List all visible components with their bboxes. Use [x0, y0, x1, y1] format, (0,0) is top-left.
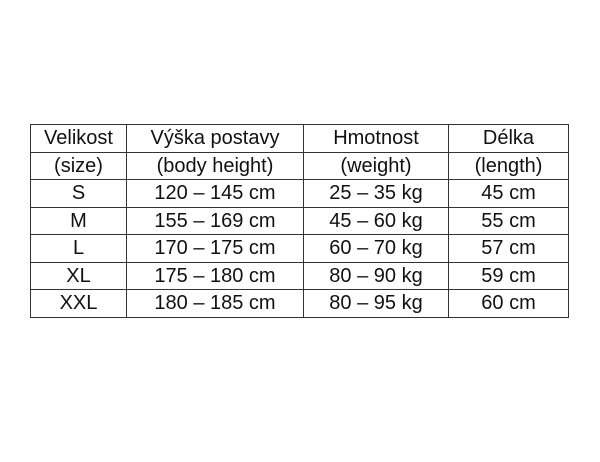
cell-length: 55 cm	[448, 206, 569, 235]
cell-body-height: 170 – 175 cm	[126, 234, 304, 263]
cell-weight: 80 – 90 kg	[303, 261, 449, 290]
header-cell-size: Velikost	[30, 124, 127, 153]
table-row: L 170 – 175 cm 60 – 70 kg 57 cm	[30, 234, 569, 263]
cell-size: XL	[30, 261, 127, 290]
cell-weight: 60 – 70 kg	[303, 234, 449, 263]
header-cell-weight: (weight)	[303, 151, 449, 180]
cell-body-height: 180 – 185 cm	[126, 289, 304, 318]
size-chart-table: Velikost Výška postavy Hmotnost Délka (size)…	[30, 124, 569, 318]
cell-weight: 80 – 95 kg	[303, 289, 449, 318]
cell-body-height: 155 – 169 cm	[126, 206, 304, 235]
table-row: XL 175 – 180 cm 80 – 90 kg 59 cm	[30, 261, 569, 290]
cell-body-height: 175 – 180 cm	[126, 261, 304, 290]
cell-size: XXL	[30, 289, 127, 318]
table-row: M 155 – 169 cm 45 – 60 kg 55 cm	[30, 206, 569, 235]
cell-length: 45 cm	[448, 179, 569, 208]
header-cell-body-height: Výška postavy	[126, 124, 304, 153]
header-cell-weight: Hmotnost	[303, 124, 449, 153]
table-row: S 120 – 145 cm 25 – 35 kg 45 cm	[30, 179, 569, 208]
cell-size: L	[30, 234, 127, 263]
header-row: (size) (body height) (weight) (length)	[30, 151, 569, 180]
cell-size: M	[30, 206, 127, 235]
cell-size: S	[30, 179, 127, 208]
header-cell-body-height: (body height)	[126, 151, 304, 180]
header-cell-length: Délka	[448, 124, 569, 153]
table-row: XXL 180 – 185 cm 80 – 95 kg 60 cm	[30, 289, 569, 318]
header-cell-size: (size)	[30, 151, 127, 180]
cell-weight: 45 – 60 kg	[303, 206, 449, 235]
cell-body-height: 120 – 145 cm	[126, 179, 304, 208]
cell-weight: 25 – 35 kg	[303, 179, 449, 208]
cell-length: 59 cm	[448, 261, 569, 290]
header-cell-length: (length)	[448, 151, 569, 180]
cell-length: 57 cm	[448, 234, 569, 263]
header-row: Velikost Výška postavy Hmotnost Délka	[30, 124, 569, 153]
cell-length: 60 cm	[448, 289, 569, 318]
